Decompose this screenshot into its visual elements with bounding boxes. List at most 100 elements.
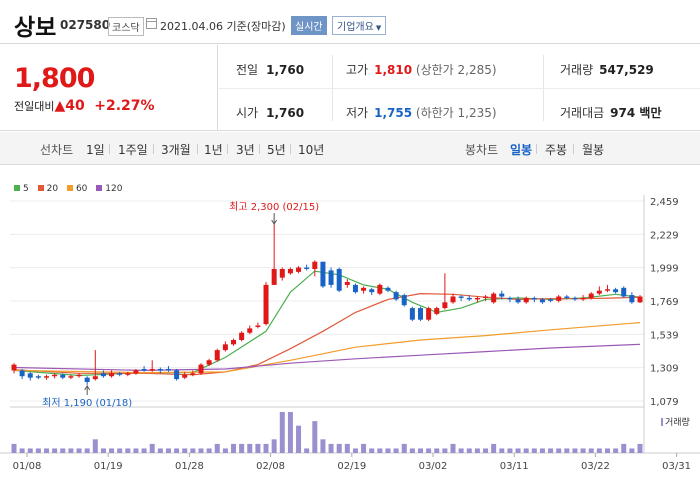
calendar-icon <box>146 18 157 29</box>
candle-body <box>507 297 513 300</box>
x-tick-label: 01/08 <box>13 461 42 472</box>
volume-bar <box>572 448 578 453</box>
volume-bar <box>580 448 586 453</box>
candle-body <box>279 268 285 278</box>
tab-1y[interactable]: 1년 <box>204 143 223 157</box>
tab-10y[interactable]: 10년 <box>298 143 325 157</box>
candle-body <box>165 368 171 371</box>
candle-body <box>19 370 25 377</box>
candle-body <box>572 297 578 300</box>
candle-body <box>44 376 50 378</box>
volume-bar <box>426 448 432 453</box>
candle-body <box>434 308 440 314</box>
volume-bar <box>491 443 497 453</box>
candle-body <box>377 284 383 294</box>
candle-body <box>548 299 554 301</box>
candle-body <box>344 282 350 285</box>
volume-bar <box>629 448 635 453</box>
volume-bar <box>523 448 529 453</box>
volume-bar <box>483 448 489 453</box>
x-tick-label: 02/08 <box>256 461 285 472</box>
volume-bar <box>214 443 220 453</box>
stock-name: 상보 <box>14 15 57 41</box>
upper-limit: (상한가 2,285) <box>415 63 497 77</box>
x-tick-label: 03/22 <box>581 461 610 472</box>
legend-ma120: 120 <box>96 184 122 194</box>
volume-bar <box>507 448 513 453</box>
amount-cell: 거래대금 974 백만 <box>560 104 661 121</box>
candle-body <box>450 296 456 303</box>
realtime-button[interactable]: 실시간 <box>291 16 327 35</box>
volume-bar <box>174 448 180 453</box>
candle-body <box>531 297 537 300</box>
candle-body <box>515 299 521 303</box>
volume-bar <box>287 412 293 453</box>
volume-bar <box>165 448 171 453</box>
stock-code: 027580 <box>60 18 111 32</box>
price-box: 1,800 전일대비▲40 +2.27% <box>0 45 218 131</box>
volume-bar <box>44 448 50 453</box>
volume-bar <box>60 448 66 453</box>
open-label: 시가 <box>236 106 259 120</box>
ma60-line <box>13 322 641 374</box>
volume-bar <box>109 448 115 453</box>
tab-1w[interactable]: 1주일 <box>118 143 148 157</box>
tab-3m[interactable]: 3개월 <box>161 143 191 157</box>
volume-bar <box>385 448 391 453</box>
price-change: 전일대비▲40 +2.27% <box>14 98 155 114</box>
open-value: 1,760 <box>266 106 305 120</box>
candle-body <box>239 332 245 340</box>
volume-bar <box>499 448 505 453</box>
y-tick-label: 2,459 <box>650 197 679 208</box>
candle-body <box>296 267 302 272</box>
volume-bar <box>352 448 358 453</box>
candle-body <box>588 293 594 298</box>
x-tick-label: 03/02 <box>419 461 448 472</box>
volume-bar <box>434 448 440 453</box>
volume-bar <box>255 443 261 453</box>
arrow-up-icon <box>84 384 91 391</box>
volume-bar <box>19 448 25 453</box>
volume-bar <box>613 448 619 453</box>
candle-body <box>621 287 627 297</box>
tab-daily[interactable]: 일봉 <box>510 143 533 157</box>
volume-bar <box>556 448 562 453</box>
candle-body <box>271 268 277 285</box>
tab-5y[interactable]: 5년 <box>267 143 286 157</box>
volume-bar <box>182 448 188 453</box>
volume-bar <box>531 448 537 453</box>
candle-body <box>393 292 399 300</box>
volume-bar <box>588 448 594 453</box>
tab-1d[interactable]: 1일 <box>86 143 105 157</box>
volume-bar <box>320 439 326 453</box>
low-value: 1,755 <box>374 106 413 120</box>
lower-limit: (하한가 1,235) <box>415 106 497 120</box>
candle-body <box>417 308 423 320</box>
volume-bar <box>222 448 228 453</box>
tab-3y[interactable]: 3년 <box>236 143 255 157</box>
tab-monthly[interactable]: 월봉 <box>582 143 605 157</box>
candle-body <box>11 364 17 371</box>
candle-body <box>385 287 391 291</box>
tab-weekly[interactable]: 주봉 <box>545 143 568 157</box>
volume-bar <box>312 421 318 453</box>
low-label: 저가 <box>346 106 369 120</box>
candle-body <box>401 295 407 306</box>
volume-bar <box>604 448 610 453</box>
volume-bar <box>11 443 17 453</box>
volume-bar <box>548 448 554 453</box>
volume-bar <box>92 439 98 453</box>
candle-body <box>361 287 367 291</box>
volume-bar <box>271 439 277 453</box>
volume-bar <box>296 425 302 453</box>
candle-body <box>637 296 643 303</box>
candle-body <box>263 284 269 325</box>
candle-body <box>304 267 310 269</box>
x-tick-label: 02/19 <box>337 461 366 472</box>
company-overview-button[interactable]: 기업개요 ▼ <box>332 16 387 35</box>
stock-header: 상보 027580 코스닥 2021.04.06 기준(장마감) 실시간 기업개… <box>0 0 700 44</box>
candle-body <box>247 328 253 333</box>
candle-body <box>483 296 489 298</box>
volume-legend: 거래량 <box>661 415 690 428</box>
volume-bar <box>157 448 163 453</box>
